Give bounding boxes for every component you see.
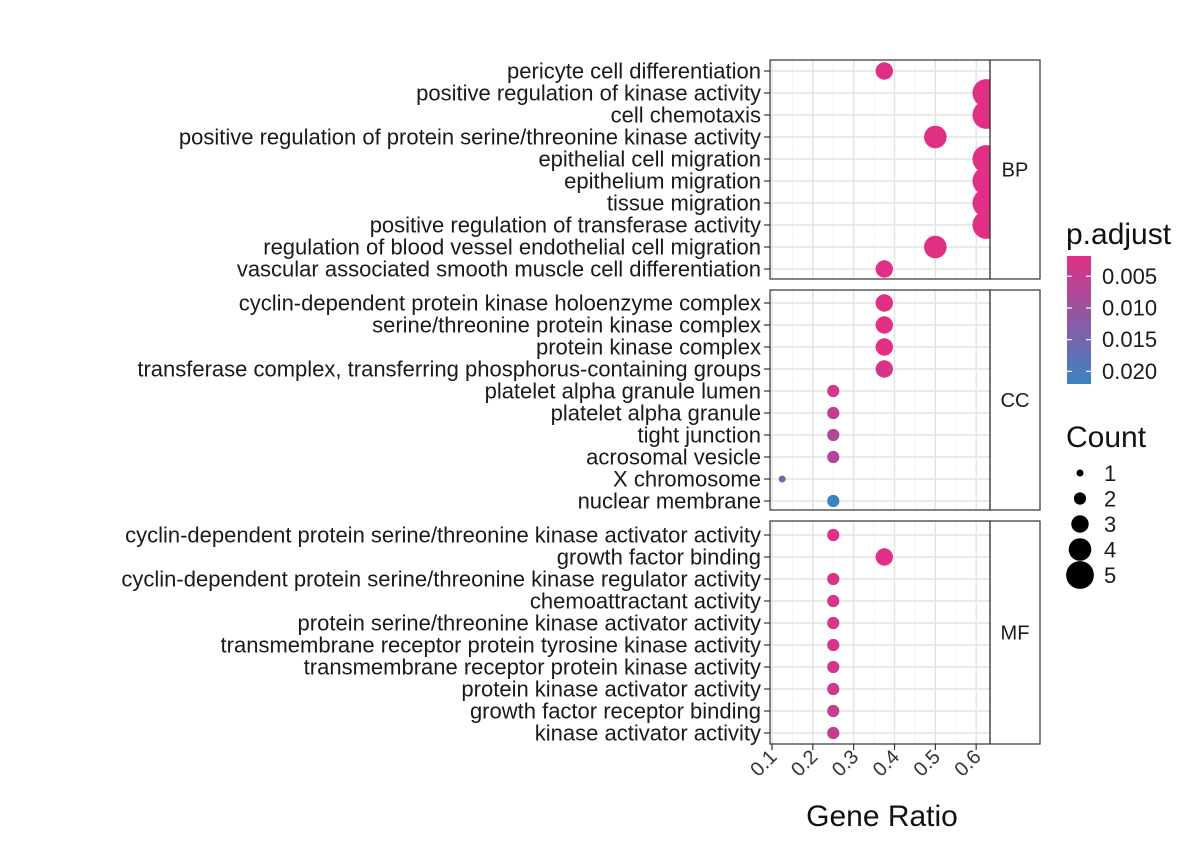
term-label: transmembrane receptor protein tyrosine … bbox=[221, 633, 761, 658]
data-point bbox=[875, 260, 893, 278]
x-tick-label: 0.1 bbox=[746, 746, 781, 781]
size-key-dot bbox=[1076, 469, 1084, 477]
term-label: cyclin-dependent protein kinase holoenzy… bbox=[239, 291, 761, 316]
term-label: chemoattractant activity bbox=[530, 589, 761, 614]
data-point bbox=[875, 294, 893, 312]
term-label: growth factor receptor binding bbox=[470, 699, 761, 724]
facet-panel-mf: cyclin-dependent protein serine/threonin… bbox=[121, 520, 1041, 746]
term-label: transmembrane receptor protein kinase ac… bbox=[304, 655, 761, 680]
data-point bbox=[875, 62, 893, 80]
data-point bbox=[827, 406, 840, 420]
term-label: vascular associated smooth muscle cell d… bbox=[237, 257, 761, 282]
term-label: growth factor binding bbox=[557, 545, 761, 570]
size-key-dot bbox=[1071, 515, 1089, 533]
size-key-dot bbox=[1066, 561, 1094, 589]
data-point bbox=[827, 660, 840, 674]
data-point bbox=[924, 125, 947, 149]
data-point bbox=[827, 682, 840, 696]
x-tick-label: 0.3 bbox=[828, 746, 863, 781]
data-point bbox=[827, 726, 840, 740]
term-label: positive regulation of kinase activity bbox=[416, 81, 761, 106]
term-label: platelet alpha granule lumen bbox=[485, 379, 761, 404]
term-label: protein kinase complex bbox=[536, 335, 761, 360]
data-point bbox=[827, 384, 840, 398]
x-axis: 0.1 0.2 0.3 0.4 0.5 0.6 Gene Ratio bbox=[746, 744, 986, 833]
term-label: platelet alpha granule bbox=[551, 401, 761, 426]
colorbar-tick-label: 0.010 bbox=[1102, 295, 1157, 320]
term-label: epithelium migration bbox=[564, 169, 761, 194]
legend-title: Count bbox=[1066, 421, 1147, 454]
term-label: cell chemotaxis bbox=[611, 103, 761, 128]
term-label: acrosomal vesicle bbox=[586, 445, 761, 470]
data-point bbox=[827, 638, 840, 652]
term-label: epithelial cell migration bbox=[538, 147, 761, 172]
data-point bbox=[827, 428, 840, 442]
legend-p-adjust: p.adjust 0.005 0.010 0.015 0.020 bbox=[1066, 218, 1172, 384]
data-point bbox=[827, 450, 840, 464]
x-tick-label: 0.6 bbox=[950, 746, 985, 781]
facet-strip bbox=[989, 59, 1041, 280]
term-label: protein serine/threonine kinase activato… bbox=[298, 611, 761, 636]
term-label: tissue migration bbox=[607, 191, 761, 216]
term-label: protein kinase activator activity bbox=[461, 677, 761, 702]
term-label: positive regulation of protein serine/th… bbox=[179, 125, 761, 150]
data-point bbox=[827, 616, 840, 630]
term-label: cyclin-dependent protein serine/threonin… bbox=[125, 523, 761, 548]
panel-border bbox=[769, 59, 991, 280]
panel-border bbox=[769, 289, 991, 511]
term-label: positive regulation of transferase activ… bbox=[370, 213, 761, 238]
colorbar-tick-label: 0.005 bbox=[1102, 264, 1157, 289]
size-key-dot bbox=[1068, 538, 1092, 561]
data-point bbox=[827, 528, 840, 542]
size-key-label: 1 bbox=[1104, 461, 1116, 486]
term-label: transferase complex, transferring phosph… bbox=[137, 357, 761, 382]
term-label: kinase activator activity bbox=[535, 721, 761, 746]
term-label: X chromosome bbox=[613, 467, 761, 492]
term-label: serine/threonine protein kinase complex bbox=[372, 313, 761, 338]
term-label: pericyte cell differentiation bbox=[507, 59, 761, 84]
data-point bbox=[924, 235, 947, 259]
size-key-label: 3 bbox=[1104, 512, 1116, 537]
panel-background bbox=[770, 60, 990, 279]
data-point bbox=[875, 548, 893, 566]
facet-strip-label: CC bbox=[1001, 390, 1030, 412]
size-key-label: 2 bbox=[1104, 487, 1116, 512]
colorbar-tick-label: 0.015 bbox=[1102, 327, 1157, 352]
data-point bbox=[827, 704, 840, 718]
panel-border bbox=[769, 520, 991, 745]
data-point bbox=[827, 494, 840, 508]
data-point bbox=[778, 475, 786, 483]
data-point bbox=[875, 316, 893, 334]
data-point bbox=[875, 338, 893, 356]
x-tick-label: 0.2 bbox=[787, 746, 822, 781]
facet-strip-label: MF bbox=[1001, 623, 1030, 645]
size-key-label: 5 bbox=[1104, 563, 1116, 588]
colorbar-tick-label: 0.020 bbox=[1102, 359, 1157, 384]
facet-strip bbox=[989, 520, 1041, 745]
colorbar bbox=[1067, 256, 1091, 384]
term-label: nuclear membrane bbox=[578, 489, 761, 514]
term-label: cyclin-dependent protein serine/threonin… bbox=[121, 567, 761, 592]
facet-strip bbox=[989, 289, 1041, 511]
data-point bbox=[875, 360, 893, 378]
size-key-label: 4 bbox=[1104, 538, 1116, 563]
size-key-dot bbox=[1073, 492, 1087, 505]
legend-title: p.adjust bbox=[1066, 218, 1172, 251]
x-axis-title: Gene Ratio bbox=[806, 800, 958, 833]
term-label: regulation of blood vessel endothelial c… bbox=[263, 235, 761, 260]
facet-panel-cc: cyclin-dependent protein kinase holoenzy… bbox=[137, 289, 1041, 514]
x-tick-label: 0.4 bbox=[869, 746, 904, 781]
data-point bbox=[827, 572, 840, 586]
facet-strip-label: BP bbox=[1002, 160, 1029, 182]
term-label: tight junction bbox=[637, 423, 761, 448]
data-point bbox=[827, 594, 840, 608]
x-tick-label: 0.5 bbox=[910, 746, 945, 781]
